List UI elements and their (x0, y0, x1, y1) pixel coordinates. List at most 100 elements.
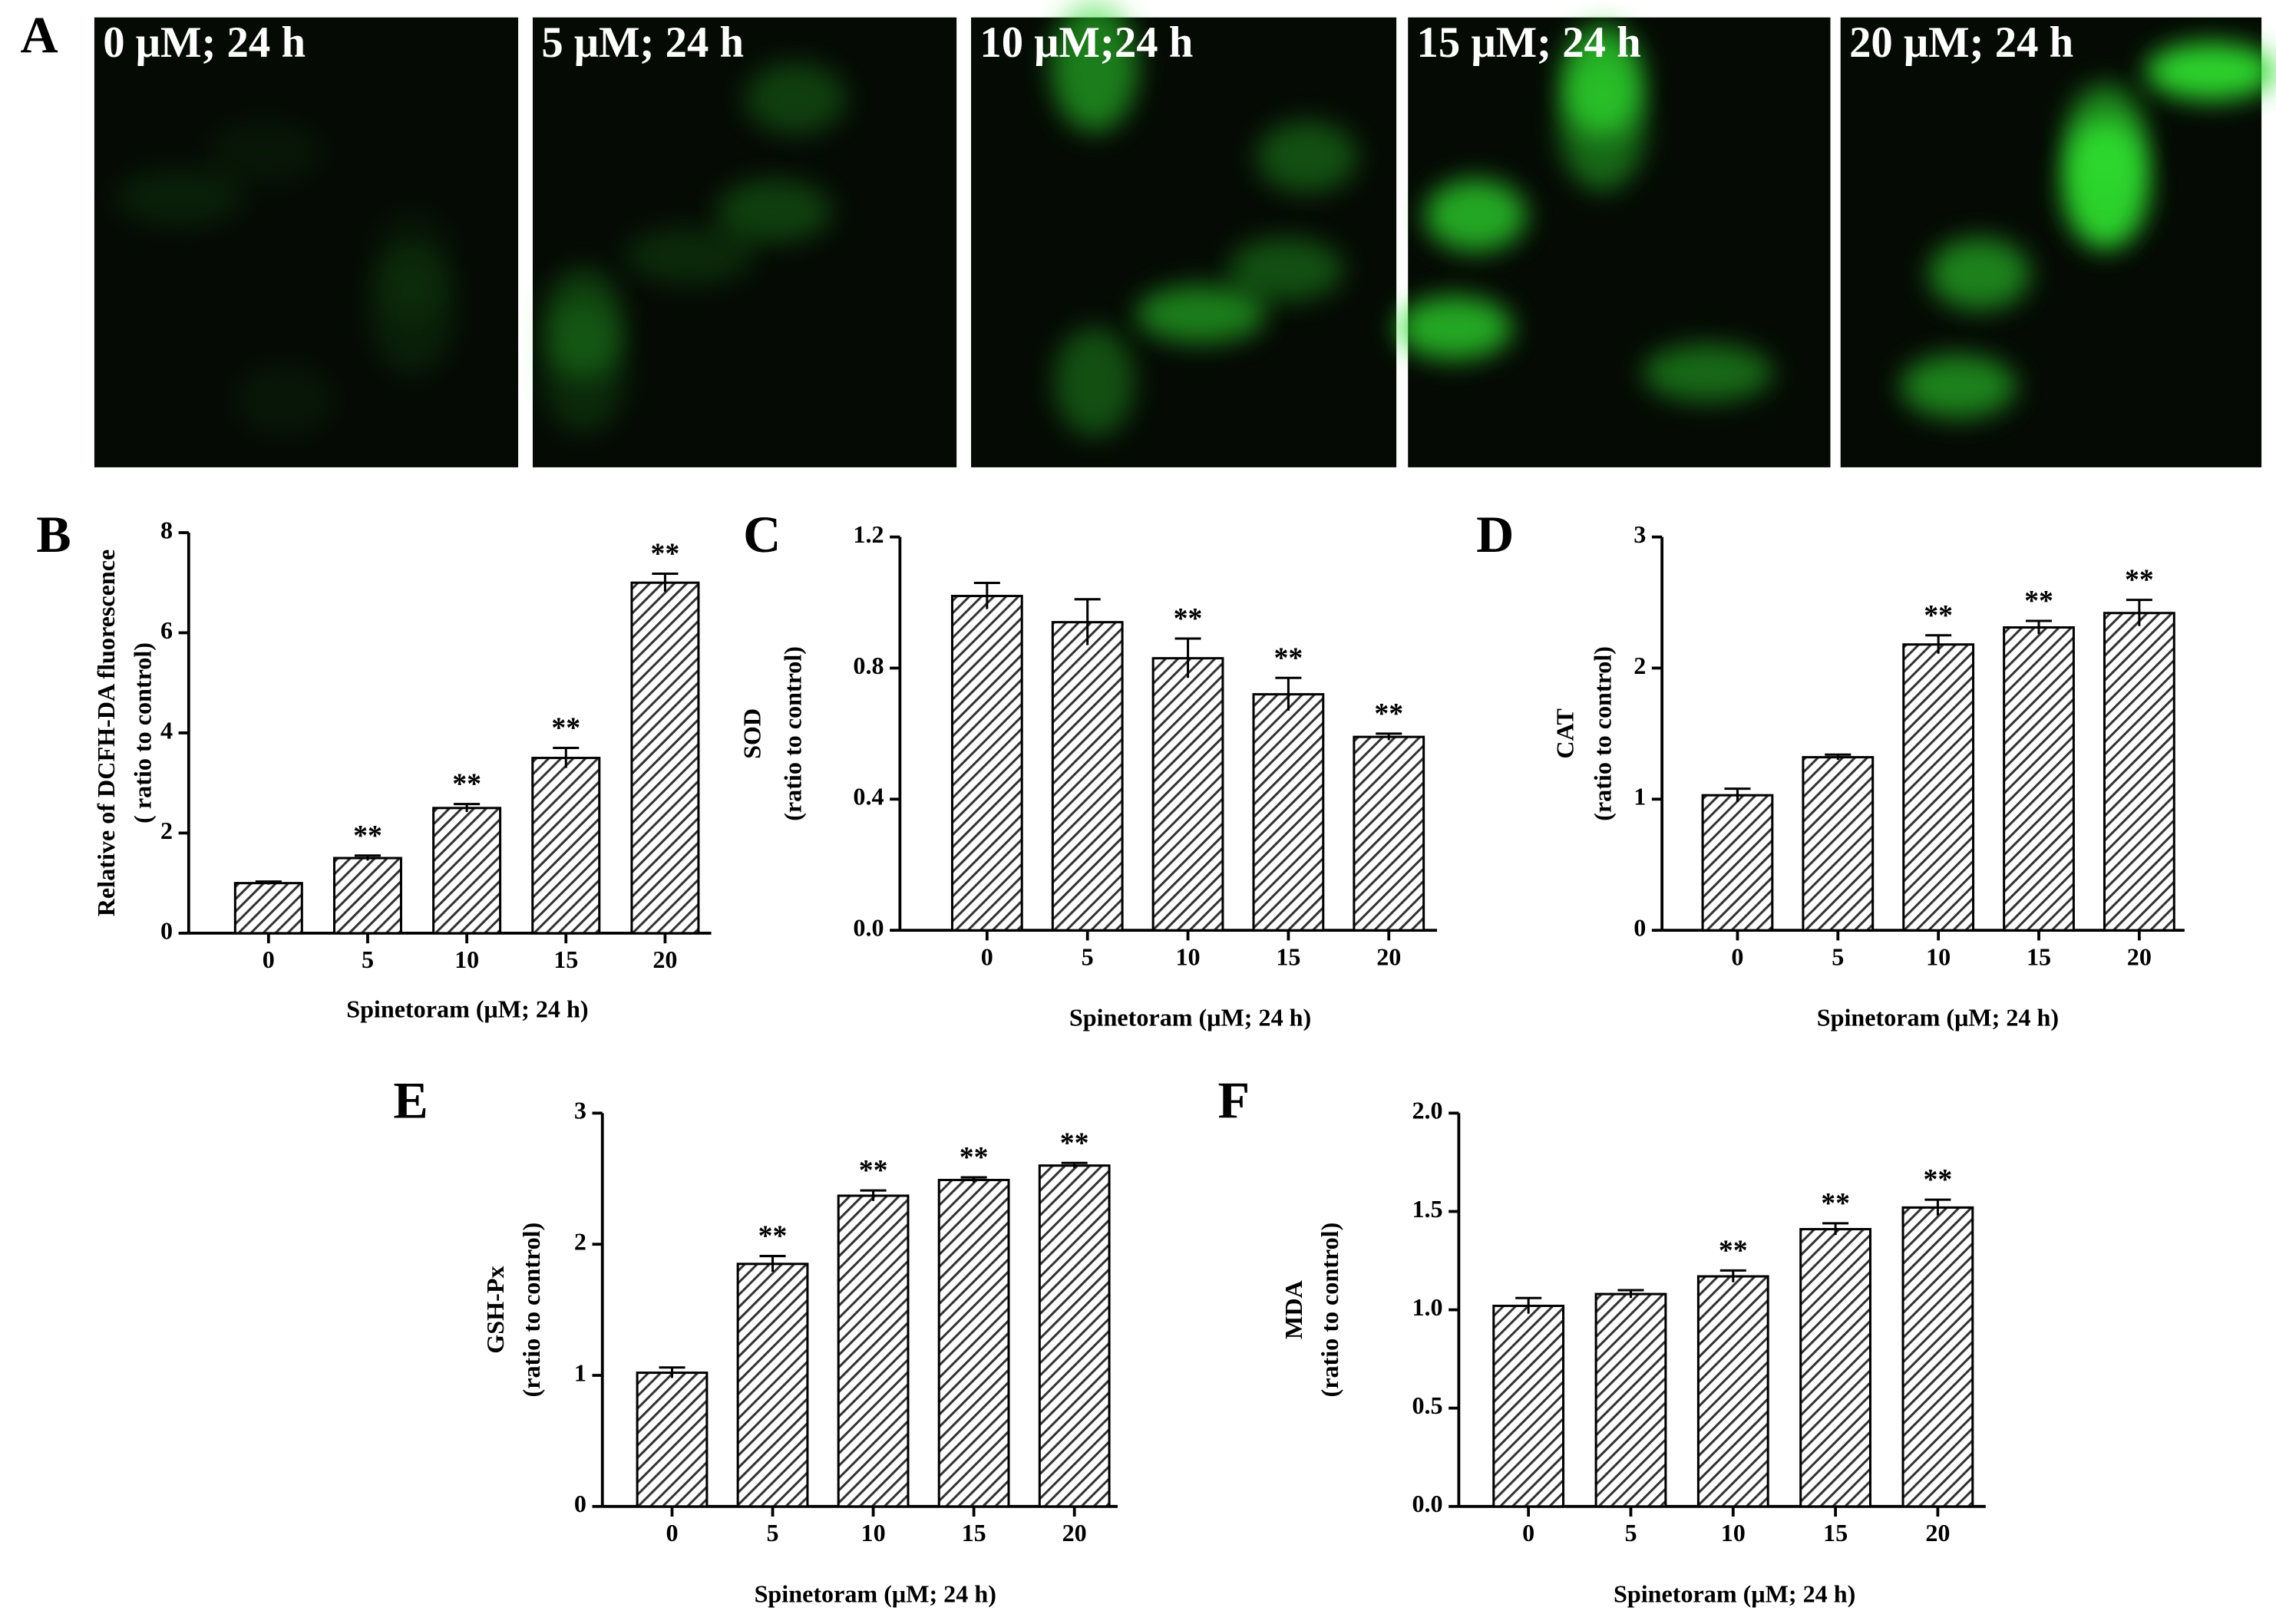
cell (1053, 326, 1135, 437)
x-tick-label: 0 (666, 1519, 678, 1546)
cell (2065, 84, 2147, 194)
bar (1492, 1304, 1565, 1508)
bar (2103, 612, 2175, 932)
cell (234, 363, 336, 437)
y-tick-label: 2 (160, 817, 173, 844)
significance: ** (353, 820, 382, 852)
y-tick-label: 0 (574, 1490, 586, 1517)
bar (1051, 621, 1124, 932)
error-bar (1275, 676, 1302, 711)
micrograph: 20 μM; 24 h (1840, 17, 2276, 467)
y-tick-label: 3 (574, 1097, 586, 1124)
y-tick-label: 0.5 (1412, 1391, 1442, 1419)
significance: ** (859, 1154, 888, 1187)
error-bar (1074, 598, 1101, 645)
cell (2146, 42, 2276, 101)
y-tick-label: 1.2 (853, 520, 884, 548)
panel-label: A (20, 6, 58, 64)
error-bar (652, 572, 679, 592)
y-axis-label: SOD (738, 708, 766, 759)
error-bar (454, 803, 481, 813)
bar (1151, 657, 1224, 932)
y-axis-label: CAT (1551, 708, 1579, 758)
y-tick-label: 0.0 (853, 913, 884, 941)
panel-label: C (743, 505, 781, 563)
error-bar (1515, 1296, 1542, 1314)
x-tick-label: 0 (981, 942, 993, 970)
bar (636, 1371, 709, 1508)
significance: ** (1924, 599, 1953, 632)
x-tick-label: 0 (263, 946, 275, 973)
y-tick-label: 1 (574, 1358, 586, 1386)
bar (950, 595, 1023, 932)
x-tick-label: 10 (1926, 942, 1951, 970)
y-axis-label: ( ratio to control) (128, 642, 156, 824)
significance: ** (1719, 1234, 1748, 1266)
micrograph: 0 μM; 24 h (94, 17, 519, 467)
x-tick-label: 5 (362, 946, 374, 973)
image-background (971, 17, 1397, 467)
panel-label: E (393, 1071, 428, 1130)
significance: ** (1274, 642, 1303, 674)
x-tick-label: 10 (1721, 1519, 1746, 1546)
error-bar (255, 880, 282, 885)
bar (1802, 756, 1875, 932)
error-bar (659, 1366, 685, 1378)
error-bar (1061, 1161, 1088, 1169)
x-axis-label: Spinetoram (μM; 24 h) (1069, 1004, 1311, 1032)
y-tick-label: 0.4 (853, 783, 884, 810)
y-tick-label: 0 (1634, 913, 1646, 941)
image-label: 15 μM; 24 h (1417, 18, 1641, 67)
micrograph: 5 μM; 24 h (532, 17, 957, 467)
error-bar (1174, 637, 1201, 678)
bar (1353, 735, 1425, 932)
x-tick-label: 5 (1832, 942, 1844, 970)
significance: ** (1821, 1187, 1850, 1220)
cell (1050, 2, 1138, 133)
bar (1902, 643, 1975, 932)
micrograph: 15 μM; 24 h (1396, 17, 1831, 467)
cell (745, 61, 847, 135)
significance: ** (1374, 698, 1403, 730)
cell (372, 210, 453, 320)
cell (624, 226, 755, 286)
error-bar (2026, 619, 2053, 635)
cell (543, 268, 625, 379)
x-axis-label: Spinetoram (μM; 24 h) (1614, 1579, 1855, 1607)
y-tick-label: 3 (1634, 520, 1646, 548)
error-bar (1719, 1269, 1746, 1282)
micrograph: 10 μM;24 h (971, 2, 1397, 467)
x-tick-label: 5 (1624, 1519, 1637, 1546)
significance: ** (452, 768, 481, 800)
y-tick-label: 2 (1634, 652, 1646, 679)
y-axis-label: (ratio to control) (1589, 646, 1617, 821)
x-tick-label: 15 (1276, 942, 1300, 970)
significance: ** (758, 1220, 788, 1253)
x-axis-label: Spinetoram (μM; 24 h) (1817, 1004, 2059, 1032)
x-tick-label: 5 (767, 1519, 779, 1546)
significance: ** (551, 711, 580, 744)
y-tick-label: 0 (160, 916, 173, 944)
panel-label: D (1476, 505, 1514, 563)
x-tick-label: 5 (1082, 942, 1094, 970)
error-bar (1724, 787, 1751, 802)
error-bar (860, 1189, 887, 1201)
significance: ** (1060, 1127, 1089, 1159)
y-axis-label: Relative of DCFH-DA fluorescence (92, 550, 120, 916)
significance: ** (1924, 1164, 1953, 1196)
y-axis-label: MDA (1280, 1280, 1307, 1339)
bar (837, 1194, 910, 1508)
bar (1594, 1292, 1667, 1508)
cell (1396, 295, 1513, 360)
x-tick-label: 10 (861, 1519, 886, 1546)
image-label: 20 μM; 24 h (1849, 18, 2073, 67)
cell (716, 179, 833, 243)
y-axis-label: (ratio to control) (517, 1223, 545, 1398)
y-axis-label: (ratio to control) (779, 646, 807, 821)
x-tick-label: 10 (454, 946, 479, 973)
cell (114, 168, 245, 227)
cell (1561, 25, 1643, 136)
error-bar (1376, 732, 1402, 741)
bar (736, 1263, 809, 1508)
